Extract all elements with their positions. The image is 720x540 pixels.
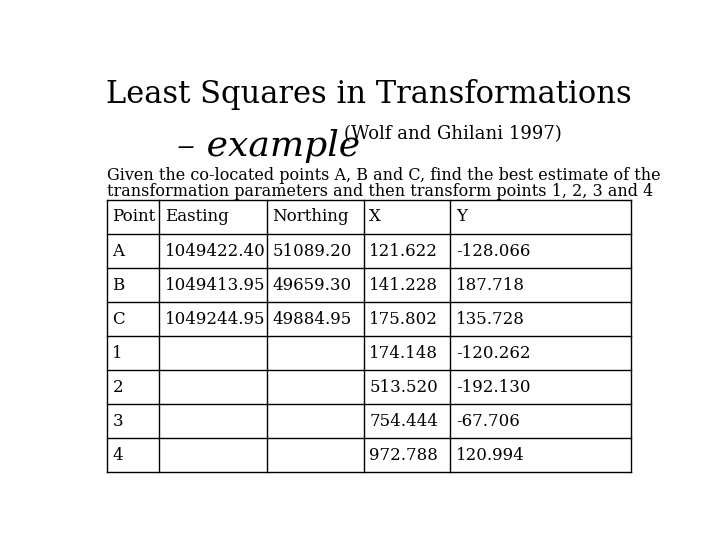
Text: 174.148: 174.148 <box>369 345 438 362</box>
Text: 135.728: 135.728 <box>456 310 525 328</box>
Text: Northing: Northing <box>272 208 348 226</box>
Text: X: X <box>369 208 381 226</box>
Text: -120.262: -120.262 <box>456 345 531 362</box>
Text: transformation parameters and then transform points 1, 2, 3 and 4: transformation parameters and then trans… <box>107 183 653 200</box>
Text: 754.444: 754.444 <box>369 413 438 430</box>
Text: 972.788: 972.788 <box>369 447 438 464</box>
Text: 121.622: 121.622 <box>369 242 438 260</box>
Text: Point: Point <box>112 208 156 226</box>
Text: Y: Y <box>456 208 467 226</box>
Text: – example: – example <box>177 129 360 163</box>
Text: 1049422.40: 1049422.40 <box>165 242 266 260</box>
Text: 51089.20: 51089.20 <box>272 242 351 260</box>
Text: C: C <box>112 310 125 328</box>
Text: 175.802: 175.802 <box>369 310 438 328</box>
Text: A: A <box>112 242 125 260</box>
Text: 187.718: 187.718 <box>456 276 525 294</box>
Text: 120.994: 120.994 <box>456 447 525 464</box>
Text: 1049413.95: 1049413.95 <box>165 276 265 294</box>
Text: 1: 1 <box>112 345 123 362</box>
Text: -67.706: -67.706 <box>456 413 520 430</box>
Text: 49884.95: 49884.95 <box>272 310 351 328</box>
Text: -192.130: -192.130 <box>456 379 531 396</box>
Text: 2: 2 <box>112 379 123 396</box>
Text: Easting: Easting <box>165 208 228 226</box>
Text: B: B <box>112 276 125 294</box>
Text: (Wolf and Ghilani 1997): (Wolf and Ghilani 1997) <box>344 125 562 143</box>
Text: Given the co-located points A, B and C, find the best estimate of the: Given the co-located points A, B and C, … <box>107 167 660 184</box>
Text: 513.520: 513.520 <box>369 379 438 396</box>
Text: 3: 3 <box>112 413 123 430</box>
Text: 49659.30: 49659.30 <box>272 276 351 294</box>
Text: Least Squares in Transformations: Least Squares in Transformations <box>106 79 632 110</box>
Text: 141.228: 141.228 <box>369 276 438 294</box>
Text: 4: 4 <box>112 447 123 464</box>
Text: -128.066: -128.066 <box>456 242 530 260</box>
Text: 1049244.95: 1049244.95 <box>165 310 265 328</box>
